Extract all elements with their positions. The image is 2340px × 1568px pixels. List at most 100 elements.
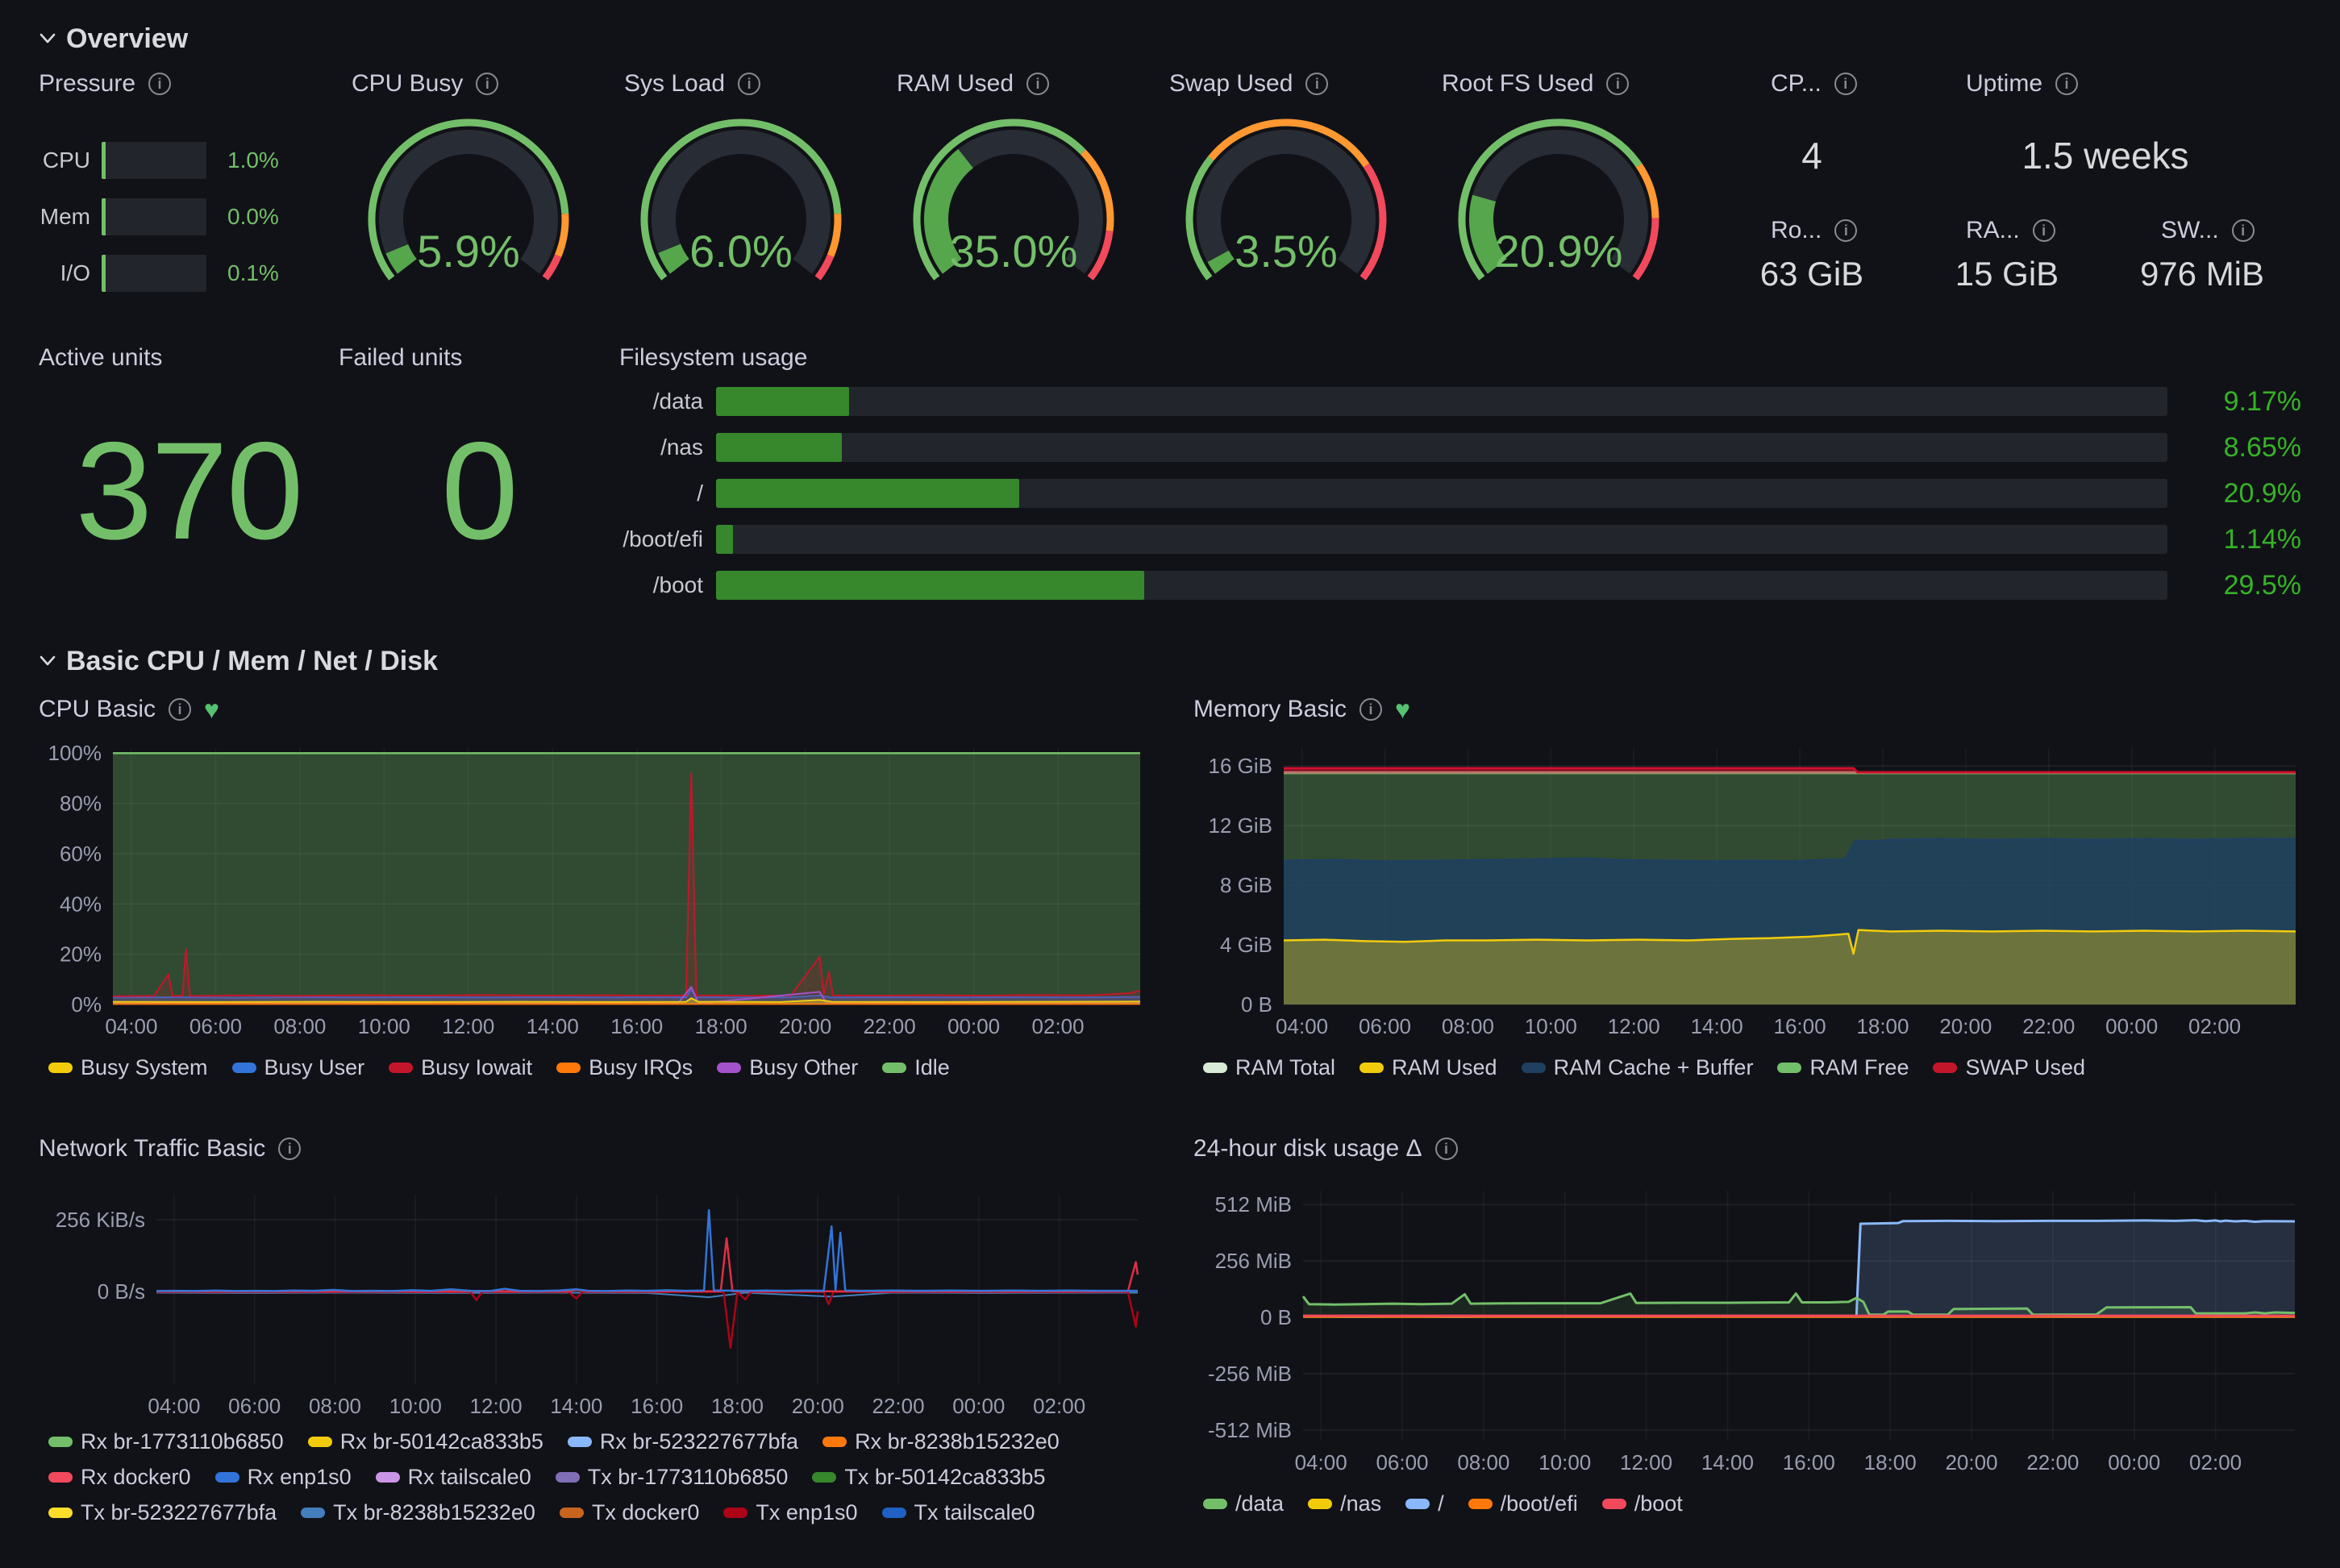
info-icon[interactable]: i [476, 73, 499, 95]
info-icon[interactable]: i [1606, 73, 1630, 95]
x-axis-label: 02:00 [1032, 1014, 1085, 1038]
legend-swatch [555, 1471, 580, 1483]
info-icon[interactable]: i [1834, 73, 1857, 95]
legend-item-rx-br-523227677bfa[interactable]: Rx br-523227677bfa [567, 1429, 798, 1454]
legend-item-rx-br-50142ca833b5[interactable]: Rx br-50142ca833b5 [307, 1429, 543, 1454]
legend-swatch [556, 1063, 581, 1073]
x-axis-label: 08:00 [273, 1014, 326, 1038]
y-axis-label: 0 B [1241, 992, 1272, 1017]
panel-title-ram-used[interactable]: RAM Used [897, 70, 1014, 97]
info-icon[interactable]: i [738, 73, 761, 95]
filesystem-label: /data [652, 389, 703, 414]
legend-swatch [214, 1471, 239, 1483]
legend-item-ram-used[interactable]: RAM Used [1359, 1055, 1497, 1080]
panel-title-failed-units[interactable]: Failed units [339, 344, 463, 371]
legend-item-ram-cache-buffer[interactable]: RAM Cache + Buffer [1521, 1055, 1754, 1080]
legend-item-busy-irqs[interactable]: Busy IRQs [556, 1055, 693, 1080]
info-icon[interactable]: i [169, 698, 192, 721]
legend-item-busy-user[interactable]: Busy User [231, 1055, 364, 1080]
info-icon[interactable]: i [1434, 1138, 1458, 1160]
pressure-label: I/O [60, 260, 90, 285]
info-icon[interactable]: i [148, 73, 172, 95]
panel-title-root-fs-used[interactable]: Root FS Used [1442, 70, 1594, 97]
panel-title-ra-[interactable]: RA... [1966, 217, 2020, 243]
x-axis-label: 12:00 [1608, 1014, 1660, 1038]
legend-item-ram-free[interactable]: RAM Free [1777, 1055, 1909, 1080]
legend-item-rx-docker0[interactable]: Rx docker0 [48, 1465, 191, 1490]
filesystem-value: 8.65% [2223, 431, 2301, 463]
legend-label: Tx br-50142ca833b5 [844, 1464, 1046, 1489]
panel-title-cpu-basic[interactable]: CPU Basic [39, 696, 156, 722]
legend-item-rx-br-8238b15232e0[interactable]: Rx br-8238b15232e0 [822, 1429, 1060, 1454]
legend-item-busy-system[interactable]: Busy System [48, 1055, 208, 1080]
legend-item--[interactable]: / [1405, 1491, 1444, 1516]
filesystem-label: /boot [652, 572, 703, 597]
legend-item-busy-iowait[interactable]: Busy Iowait [389, 1055, 532, 1080]
legend-item-ram-total[interactable]: RAM Total [1203, 1055, 1335, 1080]
legend-swatch [717, 1063, 742, 1073]
section-title-basic[interactable]: Basic CPU / Mem / Net / Disk [66, 645, 439, 676]
panel-title-pressure[interactable]: Pressure [39, 70, 136, 97]
panel-title-filesystem-usage[interactable]: Filesystem usage [619, 344, 808, 371]
panel-title-ro-[interactable]: Ro... [1771, 217, 1822, 243]
panel-title-cpu-busy[interactable]: CPU Busy [352, 70, 464, 97]
stat-value-ro-: 63 GiB [1759, 255, 1864, 293]
y-axis-label: -512 MiB [1208, 1418, 1292, 1442]
legend-item--data[interactable]: /data [1203, 1491, 1284, 1516]
legend-item--boot[interactable]: /boot [1601, 1491, 1683, 1516]
x-axis-label: 18:00 [695, 1014, 747, 1038]
legend-label: Busy IRQs [589, 1055, 693, 1079]
legend-item-tx-docker0[interactable]: Tx docker0 [559, 1500, 699, 1525]
panel-title-uptime[interactable]: Uptime [1966, 70, 2043, 97]
chevron-down-icon[interactable] [39, 30, 56, 48]
legend-item-busy-other[interactable]: Busy Other [717, 1055, 858, 1080]
panel-title-sw-[interactable]: SW... [2161, 217, 2219, 243]
cpu-basic-legend: Busy System Busy User Busy Iowait Busy IRQs… [39, 1044, 1149, 1080]
section-title-overview[interactable]: Overview [66, 23, 189, 54]
info-icon[interactable]: i [278, 1138, 302, 1160]
legend-item--boot-efi[interactable]: /boot/efi [1468, 1491, 1578, 1516]
info-icon[interactable]: i [2231, 219, 2255, 242]
legend-item-tx-br-1773110b6850[interactable]: Tx br-1773110b6850 [555, 1464, 789, 1490]
y-axis-label: 12 GiB [1209, 813, 1273, 838]
legend-item-tx-tailscale0[interactable]: Tx tailscale0 [881, 1500, 1035, 1525]
info-icon[interactable]: i [1026, 73, 1050, 95]
panel-title-memory-basic[interactable]: Memory Basic [1193, 696, 1347, 722]
legend-item-rx-br-1773110b6850[interactable]: Rx br-1773110b6850 [48, 1429, 284, 1454]
legend-item-swap-used[interactable]: SWAP Used [1933, 1055, 2085, 1080]
panel-title-sys-load[interactable]: Sys Load [624, 70, 726, 97]
section-header-overview[interactable]: Overview [39, 16, 2301, 61]
panel-title-cp-[interactable]: CP... [1771, 70, 1822, 97]
filesystem-bar-fill [716, 479, 1020, 508]
panel-title-active-units[interactable]: Active units [39, 344, 163, 371]
x-axis-label: 20:00 [1939, 1014, 1992, 1038]
panel-title-swap-used[interactable]: Swap Used [1169, 70, 1293, 97]
info-icon[interactable]: i [1305, 73, 1329, 95]
legend-item-tx-br-50142ca833b5[interactable]: Tx br-50142ca833b5 [812, 1464, 1046, 1490]
x-axis-label: 02:00 [1033, 1394, 1085, 1418]
legend-label: SWAP Used [1965, 1055, 2086, 1079]
legend-label: /data [1235, 1491, 1285, 1516]
legend-row: Rx br-1773110b6850 Rx br-50142ca833b5 Rx b… [39, 1424, 1149, 1459]
section-header-basic[interactable]: Basic CPU / Mem / Net / Disk [39, 638, 2301, 684]
pressure-bar [102, 198, 206, 235]
legend-item--nas[interactable]: /nas [1308, 1491, 1381, 1516]
legend-item-tx-br-523227677bfa[interactable]: Tx br-523227677bfa [48, 1500, 277, 1525]
legend-label: Rx br-50142ca833b5 [339, 1429, 543, 1454]
legend-label: RAM Cache + Buffer [1553, 1055, 1754, 1079]
panel-title-network-traffic[interactable]: Network Traffic Basic [39, 1135, 266, 1162]
legend-item-tx-enp1s0[interactable]: Tx enp1s0 [723, 1500, 858, 1525]
chevron-down-icon[interactable] [39, 652, 56, 670]
legend-label: Tx br-1773110b6850 [587, 1464, 789, 1489]
legend-item-rx-tailscale0[interactable]: Rx tailscale0 [375, 1465, 531, 1490]
info-icon[interactable]: i [1834, 219, 1858, 242]
info-icon[interactable]: i [2032, 219, 2055, 242]
legend-item-tx-br-8238b15232e0[interactable]: Tx br-8238b15232e0 [301, 1500, 535, 1525]
legend-item-rx-enp1s0[interactable]: Rx enp1s0 [214, 1465, 352, 1490]
info-icon[interactable]: i [2055, 73, 2079, 95]
panel-title-disk-usage[interactable]: 24-hour disk usage Δ [1193, 1135, 1422, 1162]
legend-swatch [231, 1063, 256, 1073]
info-icon[interactable]: i [1359, 698, 1383, 721]
legend-item-idle[interactable]: Idle [882, 1055, 950, 1080]
y-axis-label: 80% [60, 792, 102, 816]
